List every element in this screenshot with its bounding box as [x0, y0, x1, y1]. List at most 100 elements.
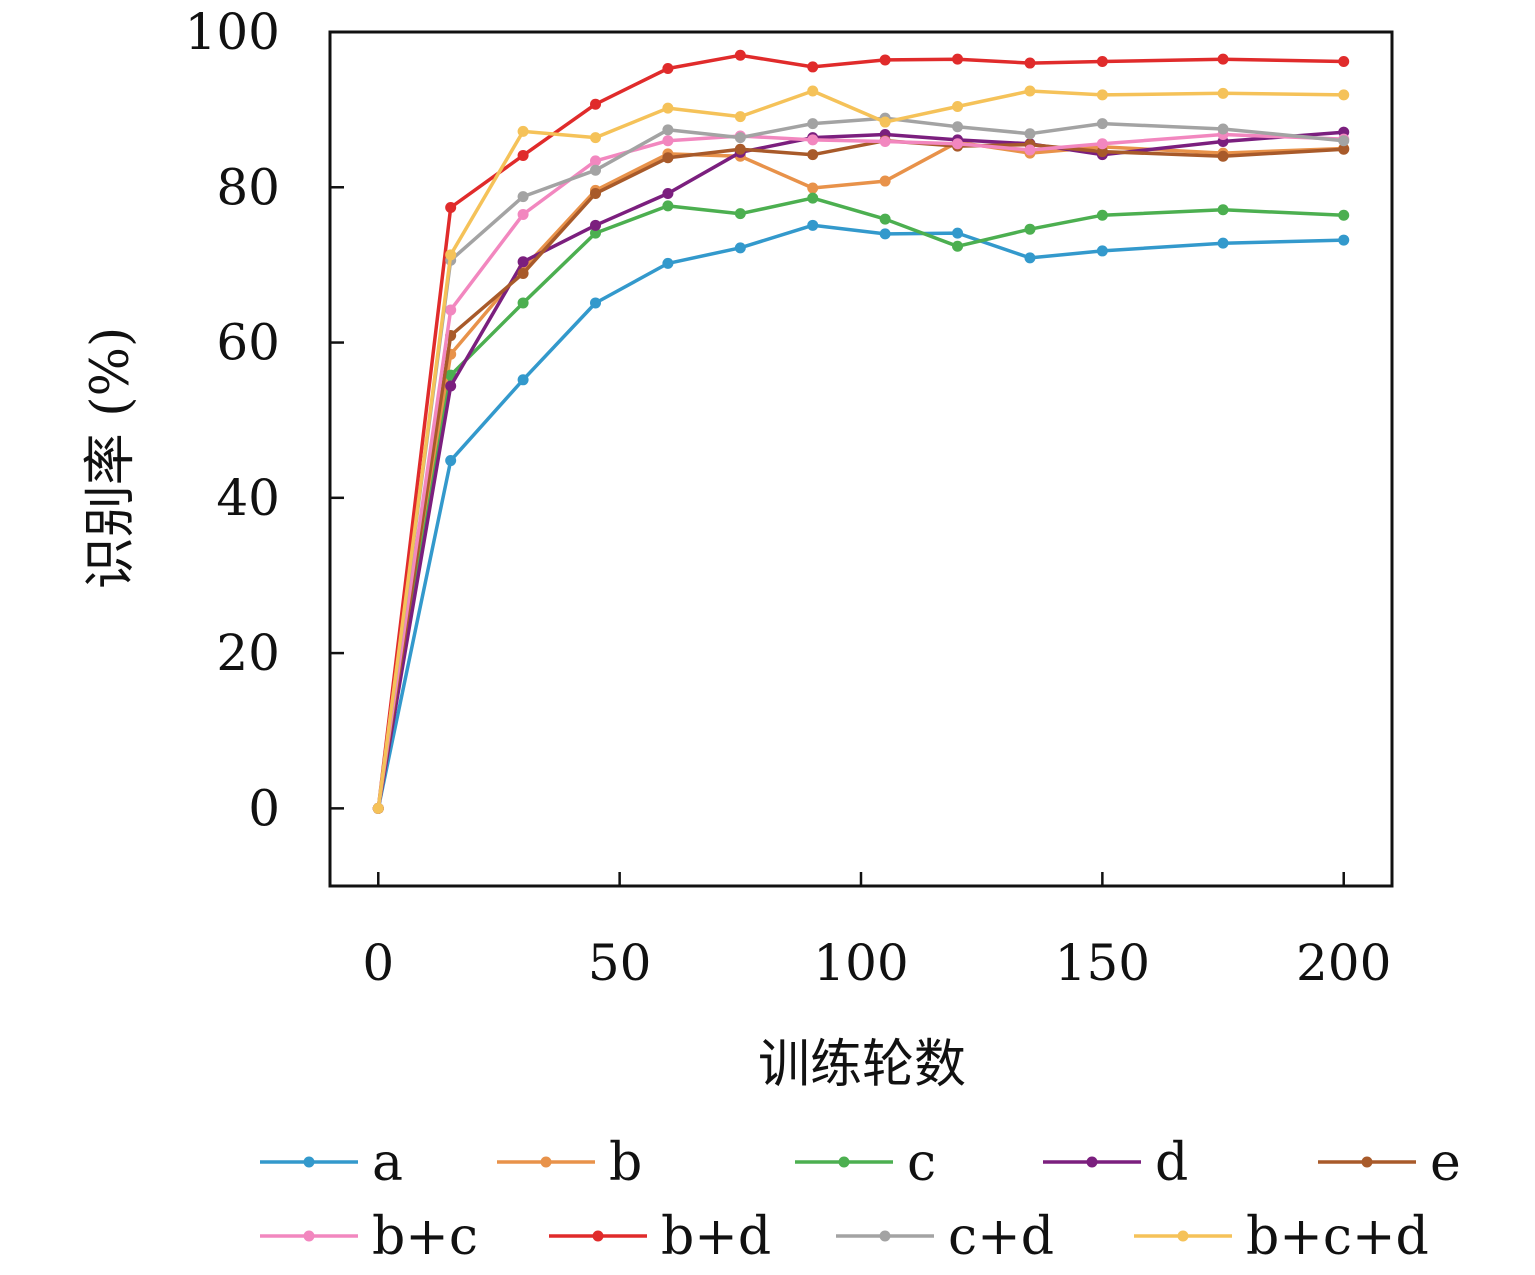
- data-point: [879, 175, 891, 187]
- data-point: [662, 152, 674, 164]
- data-point: [1338, 89, 1350, 101]
- x-tick-label: 0: [362, 934, 394, 992]
- data-point: [734, 49, 746, 61]
- series-b-d: [372, 49, 1350, 814]
- data-point: [879, 54, 891, 66]
- data-point: [879, 116, 891, 128]
- data-point: [1217, 53, 1229, 65]
- data-point: [517, 191, 529, 203]
- data-point: [1338, 135, 1350, 147]
- data-point: [517, 125, 529, 137]
- legend-swatch-marker: [838, 1156, 850, 1168]
- data-point: [517, 256, 529, 268]
- series-line-e: [376, 138, 1346, 811]
- data-point: [1024, 128, 1036, 140]
- data-point: [734, 132, 746, 144]
- data-point: [734, 143, 746, 155]
- data-point: [590, 132, 601, 144]
- plot-area-frame: [328, 30, 1394, 888]
- data-point: [1024, 252, 1036, 264]
- legend-item-c: c: [795, 1133, 936, 1193]
- legend-label: b: [609, 1133, 642, 1193]
- data-point: [1096, 146, 1108, 158]
- series-line-d: [376, 130, 1346, 811]
- data-point: [662, 102, 674, 114]
- data-point: [1217, 123, 1229, 135]
- series-b-c-d: [372, 85, 1350, 814]
- legend-label: b+c: [372, 1207, 478, 1267]
- data-point: [734, 208, 746, 220]
- series-line-b-c: [376, 132, 1346, 811]
- data-point: [1096, 118, 1108, 130]
- series-line-a: [376, 223, 1346, 811]
- data-point: [1096, 56, 1108, 68]
- data-point: [1096, 245, 1108, 257]
- data-point: [879, 228, 891, 240]
- series-line-b-d: [376, 53, 1346, 811]
- series-b-c: [372, 128, 1350, 814]
- data-point: [1096, 89, 1108, 101]
- series-line-c-d: [376, 116, 1346, 811]
- data-point: [662, 62, 674, 74]
- data-point: [445, 380, 457, 392]
- data-point: [662, 124, 674, 136]
- legend-swatch-marker: [879, 1230, 891, 1242]
- data-point: [807, 134, 819, 146]
- data-point: [1338, 209, 1350, 221]
- data-point: [879, 213, 891, 225]
- y-tick-label: 40: [216, 469, 280, 527]
- y-tick-label: 0: [248, 779, 280, 837]
- data-point: [807, 118, 819, 130]
- data-point: [952, 227, 964, 239]
- data-point: [1217, 237, 1229, 249]
- data-point: [1024, 223, 1036, 235]
- x-tick-label: 200: [1296, 934, 1391, 992]
- legend-label: c: [907, 1133, 936, 1193]
- legend-label: c+d: [948, 1207, 1054, 1267]
- data-point: [662, 257, 674, 269]
- data-point: [517, 149, 529, 161]
- data-point: [1217, 87, 1229, 99]
- x-tick-label: 150: [1055, 934, 1150, 992]
- legend-item-a: a: [260, 1133, 403, 1193]
- data-point: [1024, 144, 1036, 156]
- data-point: [734, 111, 746, 123]
- legend-swatch-marker: [540, 1156, 552, 1168]
- data-point: [952, 138, 964, 150]
- data-point: [807, 149, 819, 161]
- data-point: [590, 155, 601, 167]
- series-e: [372, 135, 1350, 814]
- data-point: [517, 267, 529, 279]
- data-point: [807, 192, 819, 204]
- legend-item-b-c: b+c: [260, 1207, 478, 1267]
- legend-swatch-marker: [1361, 1156, 1373, 1168]
- data-point: [590, 297, 601, 309]
- legend-label: a: [372, 1133, 403, 1193]
- legend-item-e: e: [1318, 1133, 1461, 1193]
- x-tick-label: 50: [588, 934, 652, 992]
- data-point: [590, 187, 601, 199]
- data-point: [952, 53, 964, 65]
- legend-swatch-marker: [1177, 1230, 1189, 1242]
- data-point: [1096, 209, 1108, 221]
- legend-swatch-marker: [592, 1230, 604, 1242]
- data-point: [879, 135, 891, 147]
- series-line-c: [376, 196, 1346, 811]
- y-tick-label: 20: [216, 624, 280, 682]
- data-point: [1096, 138, 1108, 150]
- y-tick-label: 80: [216, 158, 280, 216]
- data-point: [1217, 150, 1229, 162]
- data-point: [807, 85, 819, 97]
- data-point: [590, 227, 601, 239]
- data-point: [1024, 85, 1036, 97]
- data-point: [952, 121, 964, 133]
- data-point: [807, 219, 819, 231]
- data-point: [590, 164, 601, 176]
- legend-item-d: d: [1043, 1133, 1188, 1193]
- data-point: [662, 200, 674, 212]
- legend-item-c-d: c+d: [836, 1207, 1054, 1267]
- legend-item-b: b: [497, 1133, 642, 1193]
- legend-swatch-marker: [303, 1156, 315, 1168]
- data-point: [1217, 204, 1229, 216]
